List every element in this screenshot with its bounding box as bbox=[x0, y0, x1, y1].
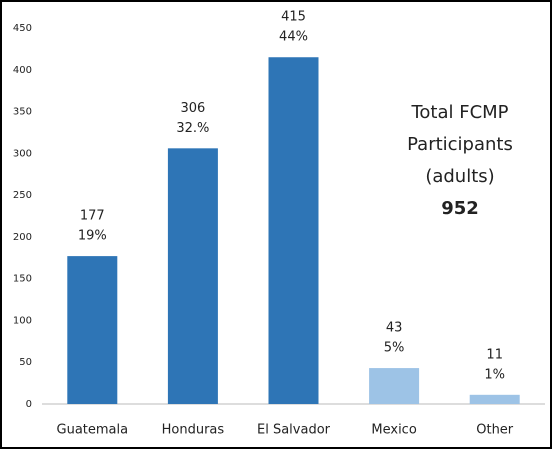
percent-label: 32.% bbox=[176, 121, 209, 136]
bar bbox=[369, 368, 420, 404]
data-label: 306 bbox=[180, 101, 205, 116]
y-tick-label: 200 bbox=[13, 232, 32, 243]
bar bbox=[469, 394, 520, 404]
percent-label: 44% bbox=[279, 30, 308, 45]
x-tick-label: Other bbox=[476, 423, 514, 438]
y-tick-label: 250 bbox=[13, 190, 32, 201]
data-label: 11 bbox=[486, 347, 503, 362]
y-tick-label: 400 bbox=[13, 65, 32, 76]
y-tick-label: 450 bbox=[13, 23, 32, 34]
percent-label: 1% bbox=[484, 367, 505, 382]
y-tick-label: 0 bbox=[26, 399, 32, 410]
annotation: Total FCMP bbox=[410, 102, 508, 123]
data-label: 415 bbox=[281, 10, 306, 25]
percent-label: 19% bbox=[78, 229, 107, 244]
annotation: (adults) bbox=[425, 166, 494, 187]
data-label: 43 bbox=[386, 321, 403, 336]
y-tick-label: 50 bbox=[19, 357, 32, 368]
y-tick-label: 350 bbox=[13, 107, 32, 118]
x-tick-label: Honduras bbox=[162, 423, 225, 438]
x-tick-label: Mexico bbox=[371, 423, 416, 438]
y-tick-label: 100 bbox=[13, 315, 32, 326]
bar bbox=[67, 256, 118, 404]
y-tick-label: 150 bbox=[13, 274, 32, 285]
percent-label: 5% bbox=[384, 341, 405, 356]
bar bbox=[268, 57, 319, 404]
x-tick-label: El Salvador bbox=[257, 423, 331, 438]
x-tick-label: Guatemala bbox=[57, 423, 129, 438]
annotation-total: 952 bbox=[441, 198, 479, 219]
annotation: Participants bbox=[407, 134, 513, 155]
data-label: 177 bbox=[80, 209, 105, 224]
bar bbox=[167, 148, 218, 404]
y-tick-label: 300 bbox=[13, 148, 32, 159]
